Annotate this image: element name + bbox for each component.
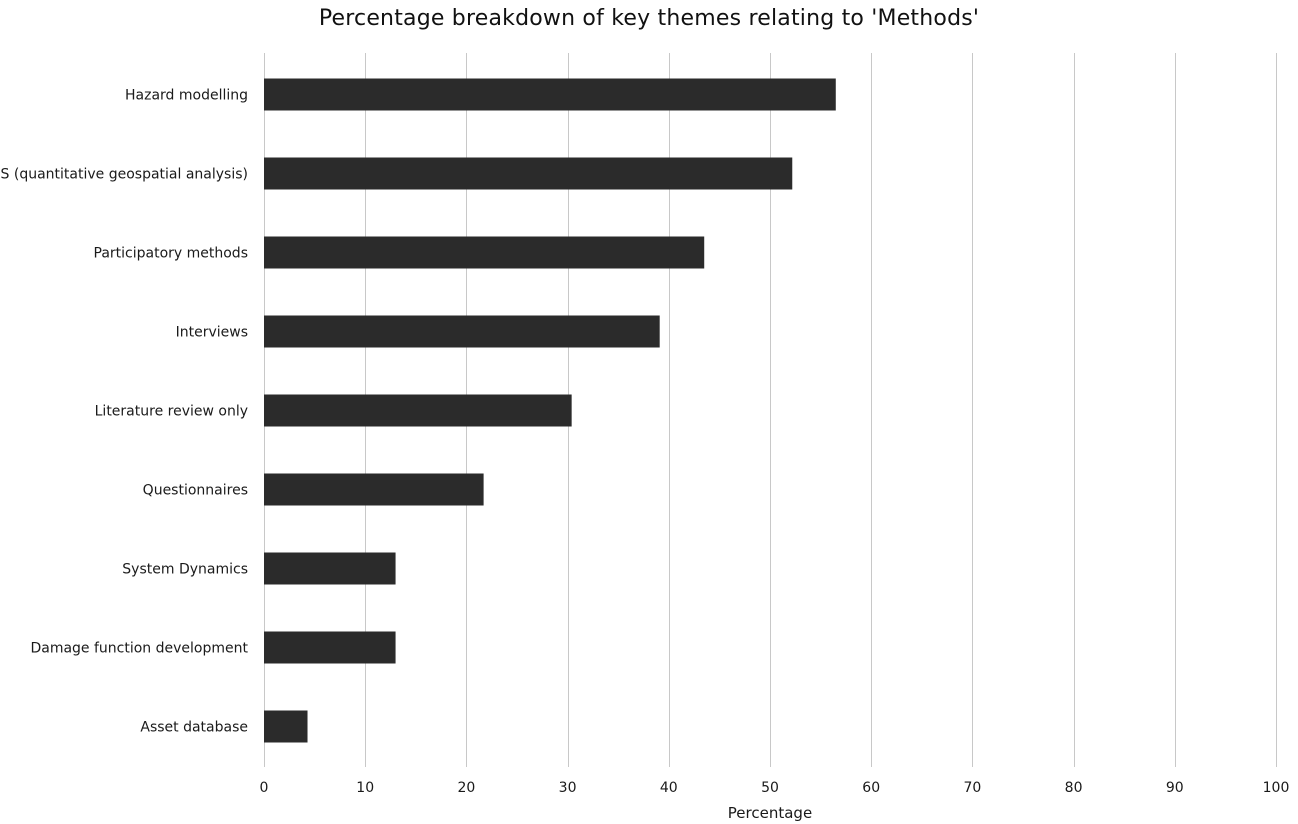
bar [264,710,308,743]
category-label: System Dynamics [122,562,248,578]
x-tick-label: 10 [356,780,374,796]
bar [264,631,396,664]
x-tick-labels: 0 10 20 30 40 50 60 70 80 90 100 [260,780,1290,796]
x-tick-label: 80 [1065,780,1083,796]
category-label: GIS (quantitative geospatial analysis) [0,167,248,183]
category-label: Asset database [140,720,248,736]
bar [264,473,484,506]
x-tick-label: 60 [862,780,880,796]
category-label: Damage function development [30,641,248,657]
category-label: Literature review only [95,404,248,420]
x-tick-label: 30 [559,780,577,796]
category-label: Hazard modelling [125,88,248,104]
x-tick-label: 40 [660,780,678,796]
bar [264,236,705,269]
bars [264,78,836,743]
bar [264,552,396,585]
x-tick-label: 70 [963,780,981,796]
x-tick-label: 50 [761,780,779,796]
x-tick-label: 100 [1263,780,1290,796]
bar [264,78,836,111]
category-label: Interviews [176,325,248,341]
bar [264,157,793,190]
x-tick-label: 0 [260,780,269,796]
bar [264,315,660,348]
category-label: Participatory methods [94,246,249,262]
category-label: Questionnaires [143,483,248,499]
category-labels: Hazard modelling GIS (quantitative geospa… [0,88,248,736]
chart-title: Percentage breakdown of key themes relat… [318,6,980,31]
x-tick-label: 90 [1166,780,1184,796]
x-axis-title: Percentage [728,804,812,822]
x-tick-label: 20 [457,780,475,796]
bar [264,394,572,427]
